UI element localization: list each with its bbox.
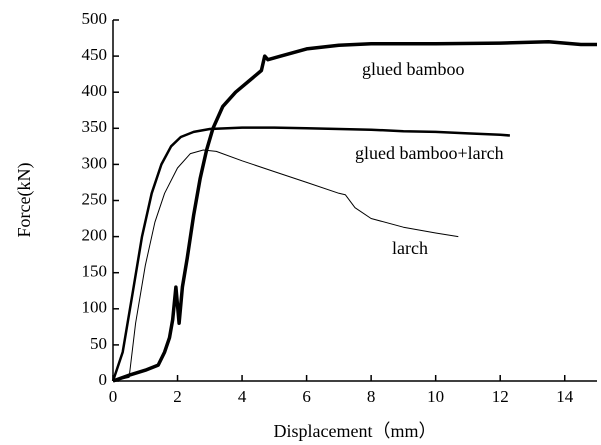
y-tick-label: 150 — [82, 262, 108, 281]
x-tick-label: 2 — [173, 387, 182, 406]
y-tick-label: 50 — [90, 334, 107, 353]
x-tick-label: 12 — [492, 387, 509, 406]
y-tick-label: 200 — [82, 226, 108, 245]
x-axis-label: Displacement（mm） — [274, 421, 437, 441]
line-series — [111, 126, 510, 382]
x-tick-label: 0 — [109, 387, 118, 406]
x-tick-label: 8 — [367, 387, 376, 406]
y-tick-label: 450 — [82, 45, 108, 64]
x-tick-label: 4 — [238, 387, 247, 406]
y-tick-label: 100 — [82, 298, 108, 317]
x-tick-label: 6 — [302, 387, 311, 406]
y-tick-label: 400 — [82, 81, 108, 100]
y-tick-label: 0 — [99, 370, 108, 389]
y-tick-label: 250 — [82, 189, 108, 208]
line-series — [112, 149, 459, 382]
series-label: glued bamboo+larch — [355, 143, 504, 163]
x-tick-label: 10 — [427, 387, 444, 406]
y-tick-label: 300 — [82, 153, 108, 172]
series-label: glued bamboo — [362, 59, 464, 79]
line-series — [112, 39, 597, 383]
y-tick-label: 350 — [82, 117, 108, 136]
y-axis-label: Force(kN) — [14, 163, 35, 238]
series-label: larch — [392, 238, 428, 258]
x-tick-label: 14 — [556, 387, 574, 406]
y-tick-label: 500 — [82, 9, 108, 28]
